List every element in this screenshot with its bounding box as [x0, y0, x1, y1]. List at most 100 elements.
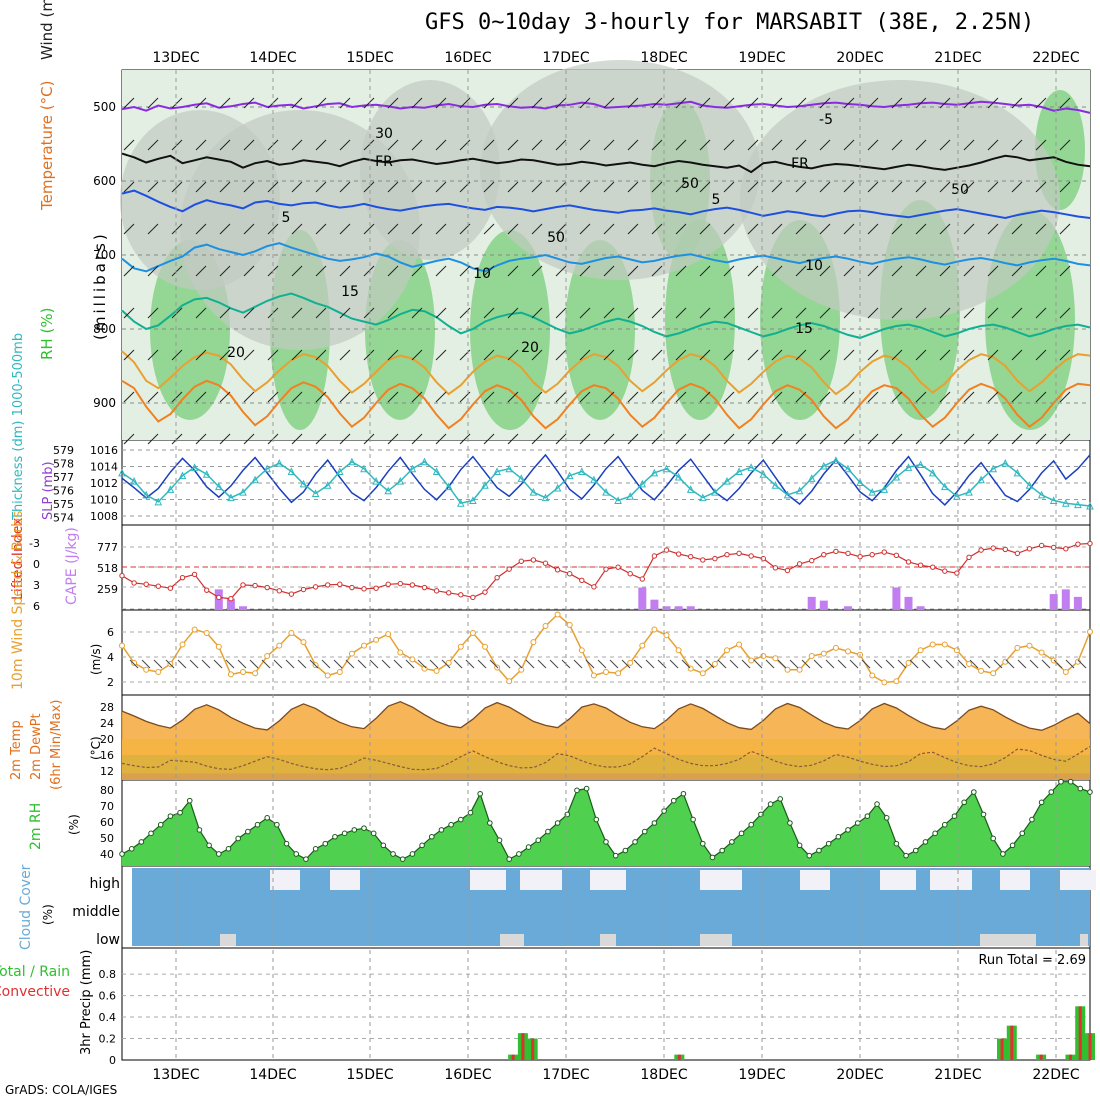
wind-barb — [411, 97, 423, 109]
wind-10m-barb — [321, 659, 331, 669]
slp-thickness-marker — [1049, 496, 1058, 504]
slp-thickness-marker — [444, 482, 453, 491]
high-cloud-patch — [590, 870, 626, 890]
slp-ylabel: SLP (mb) — [41, 461, 56, 520]
li-tick-label: 6 — [33, 600, 40, 613]
wind-barb — [243, 391, 255, 403]
rh-marker — [971, 789, 977, 795]
wind-10m-marker — [324, 672, 331, 679]
slp-thickness-marker — [868, 488, 877, 496]
wind-barb — [219, 265, 231, 277]
wind-barb — [507, 181, 519, 193]
rh-ylabel: 2m RH — [28, 803, 44, 850]
slp-thickness-marker — [432, 467, 441, 475]
wind-10m-barb — [621, 659, 631, 669]
wind-barb — [819, 349, 831, 361]
wind-barb — [939, 391, 951, 403]
wind-barb — [483, 433, 495, 445]
contour-label: 5 — [712, 192, 721, 208]
wind-10m-marker — [966, 661, 972, 667]
high-cloud-patch — [520, 870, 562, 890]
rh-marker — [806, 852, 813, 859]
slp-thickness-marker — [1086, 501, 1094, 510]
high-cloud-patch — [1060, 870, 1096, 890]
rh-tick-label: 60 — [100, 816, 114, 829]
li-marker — [433, 588, 440, 594]
wind-barb — [771, 391, 783, 403]
wind-10m-barb — [393, 659, 403, 669]
wind-barb — [939, 433, 951, 445]
wind-barb — [411, 181, 423, 193]
wind-barb — [171, 265, 183, 277]
wind-barb — [843, 265, 855, 277]
wind-10m-barb — [309, 659, 319, 669]
high-cloud-patch — [800, 870, 830, 890]
wind-barb — [363, 181, 375, 193]
wind-barb — [579, 349, 591, 361]
wind-10m-barb — [273, 659, 283, 669]
precip-legend-0: Total / Rain — [0, 964, 70, 980]
rh-area — [122, 781, 1090, 866]
li-marker — [506, 566, 512, 572]
slp-thickness-marker — [650, 468, 659, 477]
wind-barb — [483, 181, 495, 193]
rh-marker — [874, 801, 880, 807]
li-marker — [482, 589, 488, 595]
wind-barb — [1059, 391, 1071, 403]
slp-thickness-marker — [928, 468, 937, 477]
wind-barb — [243, 433, 255, 445]
contour-label: 15 — [341, 284, 359, 300]
wind-10m-barb — [297, 659, 307, 669]
wind-barb — [531, 181, 543, 193]
rh-marker — [1029, 816, 1035, 823]
wind-barb — [747, 181, 759, 193]
wind-10m-marker — [905, 659, 912, 666]
wind-10m-barb — [213, 659, 223, 669]
wind-10m-marker — [385, 631, 392, 638]
wind-barb — [651, 307, 663, 319]
slp-thickness-marker — [856, 478, 864, 486]
rh-marker — [912, 847, 919, 854]
cape-bar — [239, 606, 247, 610]
rh-marker — [487, 820, 493, 826]
wind-barb — [1035, 181, 1047, 193]
li-marker — [325, 582, 331, 588]
wind-barb — [291, 391, 303, 403]
contour-label: 30 — [375, 126, 393, 142]
temp-tick-label: 12 — [100, 765, 114, 778]
wind-barb — [123, 307, 135, 319]
slp-thickness-marker — [263, 464, 272, 473]
wind-10m-marker — [615, 670, 622, 677]
wind-10m-marker — [506, 678, 513, 685]
wind-barb — [987, 139, 999, 151]
wind-barb — [843, 139, 855, 151]
wind-10m-barb — [897, 659, 907, 669]
wind-barb — [891, 307, 903, 319]
rh-marker — [186, 797, 193, 804]
precip-tick-label: 0 — [109, 1054, 116, 1067]
wind-barb — [1011, 307, 1023, 319]
wind-barb — [699, 139, 711, 151]
wind-barb — [627, 265, 639, 277]
li-marker — [542, 560, 549, 566]
wind-barb — [579, 223, 591, 235]
wind-barb — [723, 265, 735, 277]
wind-barb — [1035, 139, 1047, 151]
li-marker — [518, 558, 524, 564]
wind-barb — [843, 433, 855, 445]
precip-conv-bar — [1078, 1006, 1082, 1060]
wind-barb — [747, 265, 759, 277]
slp-thickness-marker — [396, 477, 405, 485]
wind-barb — [555, 265, 567, 277]
wind-barb — [411, 265, 423, 277]
rh-marker — [477, 790, 483, 797]
slp-thickness-marker — [759, 470, 768, 478]
wind-10m-barb — [741, 659, 751, 669]
wind-10m-barb — [357, 659, 367, 669]
wind-10m-marker — [288, 629, 295, 636]
wind-barb — [771, 181, 783, 193]
slp-thickness-marker — [408, 464, 417, 473]
wind-10m-marker — [651, 626, 658, 633]
wind-barb — [291, 97, 303, 109]
